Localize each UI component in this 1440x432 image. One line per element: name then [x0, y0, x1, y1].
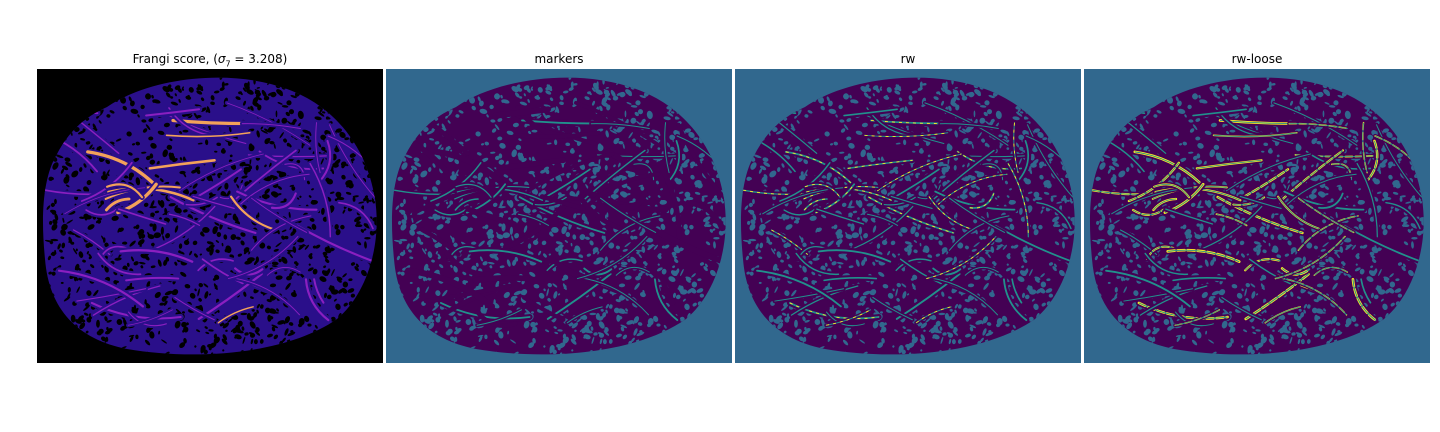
frangi-score-image: [37, 69, 383, 363]
panel-title-rw: rw: [900, 52, 916, 66]
panel-title-markers: markers: [534, 52, 584, 66]
rw-image: [735, 69, 1081, 363]
markers-image: [386, 69, 732, 363]
panel-title-rw-loose: rw-loose: [1231, 52, 1283, 66]
rw-loose-image: [1084, 69, 1430, 363]
tissue-texture: [391, 77, 726, 355]
panel-title-frangi: Frangi score, (σ7 = 3.208): [132, 52, 288, 69]
